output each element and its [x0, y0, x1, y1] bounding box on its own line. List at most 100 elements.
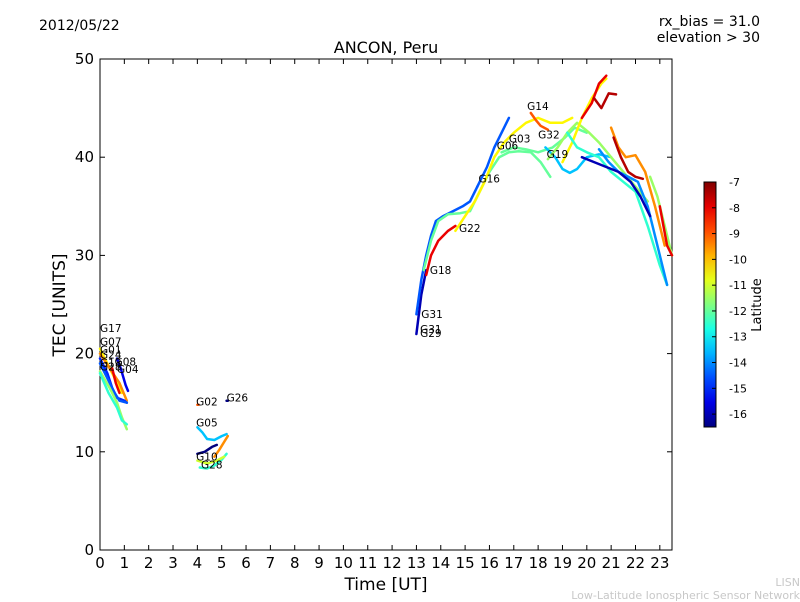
y-tick-label: 50	[75, 50, 94, 68]
series-line-g13	[213, 434, 230, 458]
series-line-g24	[98, 362, 129, 404]
satellite-label: G03	[509, 133, 531, 145]
x-axis-label: Time [UT]	[344, 575, 428, 595]
series-line-g03	[500, 126, 589, 154]
series-line-g18	[424, 224, 457, 277]
x-tick-label: 13	[407, 554, 426, 572]
x-tick-label: 16	[480, 554, 499, 572]
satellite-label: G02	[196, 397, 218, 409]
satellite-label: G31	[420, 324, 442, 336]
x-tick-label: 5	[217, 554, 227, 572]
satellite-label: G07	[100, 337, 122, 349]
x-tick-label: 22	[626, 554, 645, 572]
satellite-label: G06	[497, 140, 519, 152]
series-line-g29	[415, 268, 428, 336]
series-line-g15	[612, 136, 645, 181]
colorbar-label: Latitude	[750, 278, 765, 332]
satellite-label: G04	[117, 364, 139, 376]
series-line-g31	[415, 185, 479, 316]
satellite-label: G18	[430, 265, 452, 277]
series-line-g04	[110, 367, 121, 395]
y-tick-label: 20	[75, 345, 94, 363]
x-tick-label: 10	[334, 554, 353, 572]
satellite-label: G13	[100, 357, 122, 369]
colorbar-tick-label: -9	[729, 228, 740, 241]
x-tick-label: 8	[290, 554, 300, 572]
series-line-g27	[580, 155, 652, 218]
colorbar-tick-label: -13	[729, 331, 747, 344]
y-tick-label: 0	[84, 541, 94, 559]
series-line-g32	[544, 146, 613, 175]
x-tick-label: 15	[456, 554, 475, 572]
colorbar-tick-label: -15	[729, 382, 747, 395]
satellite-label: G19	[547, 149, 569, 161]
series-line-g12	[597, 148, 669, 287]
rx-bias-label: rx_bias = 31.0	[658, 14, 760, 30]
series-line-g34	[658, 205, 674, 257]
x-tick-label: 12	[383, 554, 402, 572]
y-tick-label: 10	[75, 443, 94, 461]
colorbar-tick-label: -11	[729, 279, 747, 292]
plot-settings: rx_bias = 31.0 elevation > 30	[657, 14, 760, 46]
satellite-label: G08	[115, 356, 136, 368]
x-tick-label: 7	[266, 554, 276, 572]
colorbar-tick-label: -7	[729, 176, 740, 189]
series-line-g08	[115, 357, 130, 393]
satellite-label: G10	[196, 452, 218, 464]
satellite-label: G28	[201, 459, 223, 471]
colorbar-tick-label: -8	[729, 202, 740, 215]
chart-title: ANCON, Peru	[333, 38, 439, 57]
x-tick-label: 18	[529, 554, 548, 572]
colorbar-tick-label: -12	[729, 305, 747, 318]
x-tick-label: 21	[602, 554, 621, 572]
x-tick-label: 14	[431, 554, 450, 572]
colorbar-tick-label: -16	[729, 408, 747, 421]
satellite-label: G26	[227, 393, 249, 405]
series-line-g30	[561, 77, 608, 164]
satellite-label: G31	[421, 309, 443, 321]
date-label: 2012/05/22	[39, 18, 120, 34]
satellite-label: G24	[100, 350, 122, 362]
colorbar-tick-label: -14	[729, 357, 747, 370]
series-line-g06	[476, 116, 511, 188]
satellite-label: G01	[100, 345, 122, 357]
x-tick-label: 2	[144, 554, 154, 572]
satellite-label: G32	[538, 130, 560, 142]
satellite-label: G22	[459, 223, 481, 235]
series-line-g10	[196, 443, 219, 456]
y-tick-label: 30	[75, 246, 94, 264]
colorbar	[703, 181, 717, 428]
series-line-g09	[566, 131, 669, 287]
x-tick-label: 0	[95, 554, 105, 572]
plot-frame	[99, 58, 673, 551]
x-tick-label: 23	[650, 554, 669, 572]
x-tick-label: 1	[120, 554, 130, 572]
credit: LISN Low-Latitude Ionospheric Sensor Net…	[571, 576, 800, 602]
x-tick-label: 6	[241, 554, 251, 572]
x-tick-label: 9	[314, 554, 324, 572]
elevation-label: elevation > 30	[656, 30, 760, 46]
series-line-g28	[98, 371, 129, 426]
satellite-label: G17	[100, 323, 122, 335]
series-line-g05	[196, 426, 228, 442]
series-line-g20	[196, 455, 226, 465]
series-line-g16	[454, 116, 574, 233]
credit-line-2: Low-Latitude Ionospheric Sensor Network	[571, 589, 800, 602]
satellite-label: G28	[100, 361, 122, 373]
x-tick-label: 4	[193, 554, 203, 572]
x-tick-label: 19	[553, 554, 572, 572]
satellite-label: G29	[420, 328, 442, 340]
satellite-label: G05	[196, 417, 218, 429]
x-tick-label: 11	[358, 554, 377, 572]
x-tick-label: 17	[504, 554, 523, 572]
colorbar-tick-label: -10	[729, 253, 747, 266]
series-line-g14	[529, 111, 550, 131]
credit-line-1: LISN	[775, 576, 800, 589]
x-tick-label: 20	[577, 554, 596, 572]
y-tick-label: 40	[75, 148, 94, 166]
series-line-g23	[580, 74, 608, 120]
satellite-label: G16	[478, 174, 500, 186]
x-tick-label: 3	[168, 554, 178, 572]
series-line-g25	[592, 92, 618, 110]
